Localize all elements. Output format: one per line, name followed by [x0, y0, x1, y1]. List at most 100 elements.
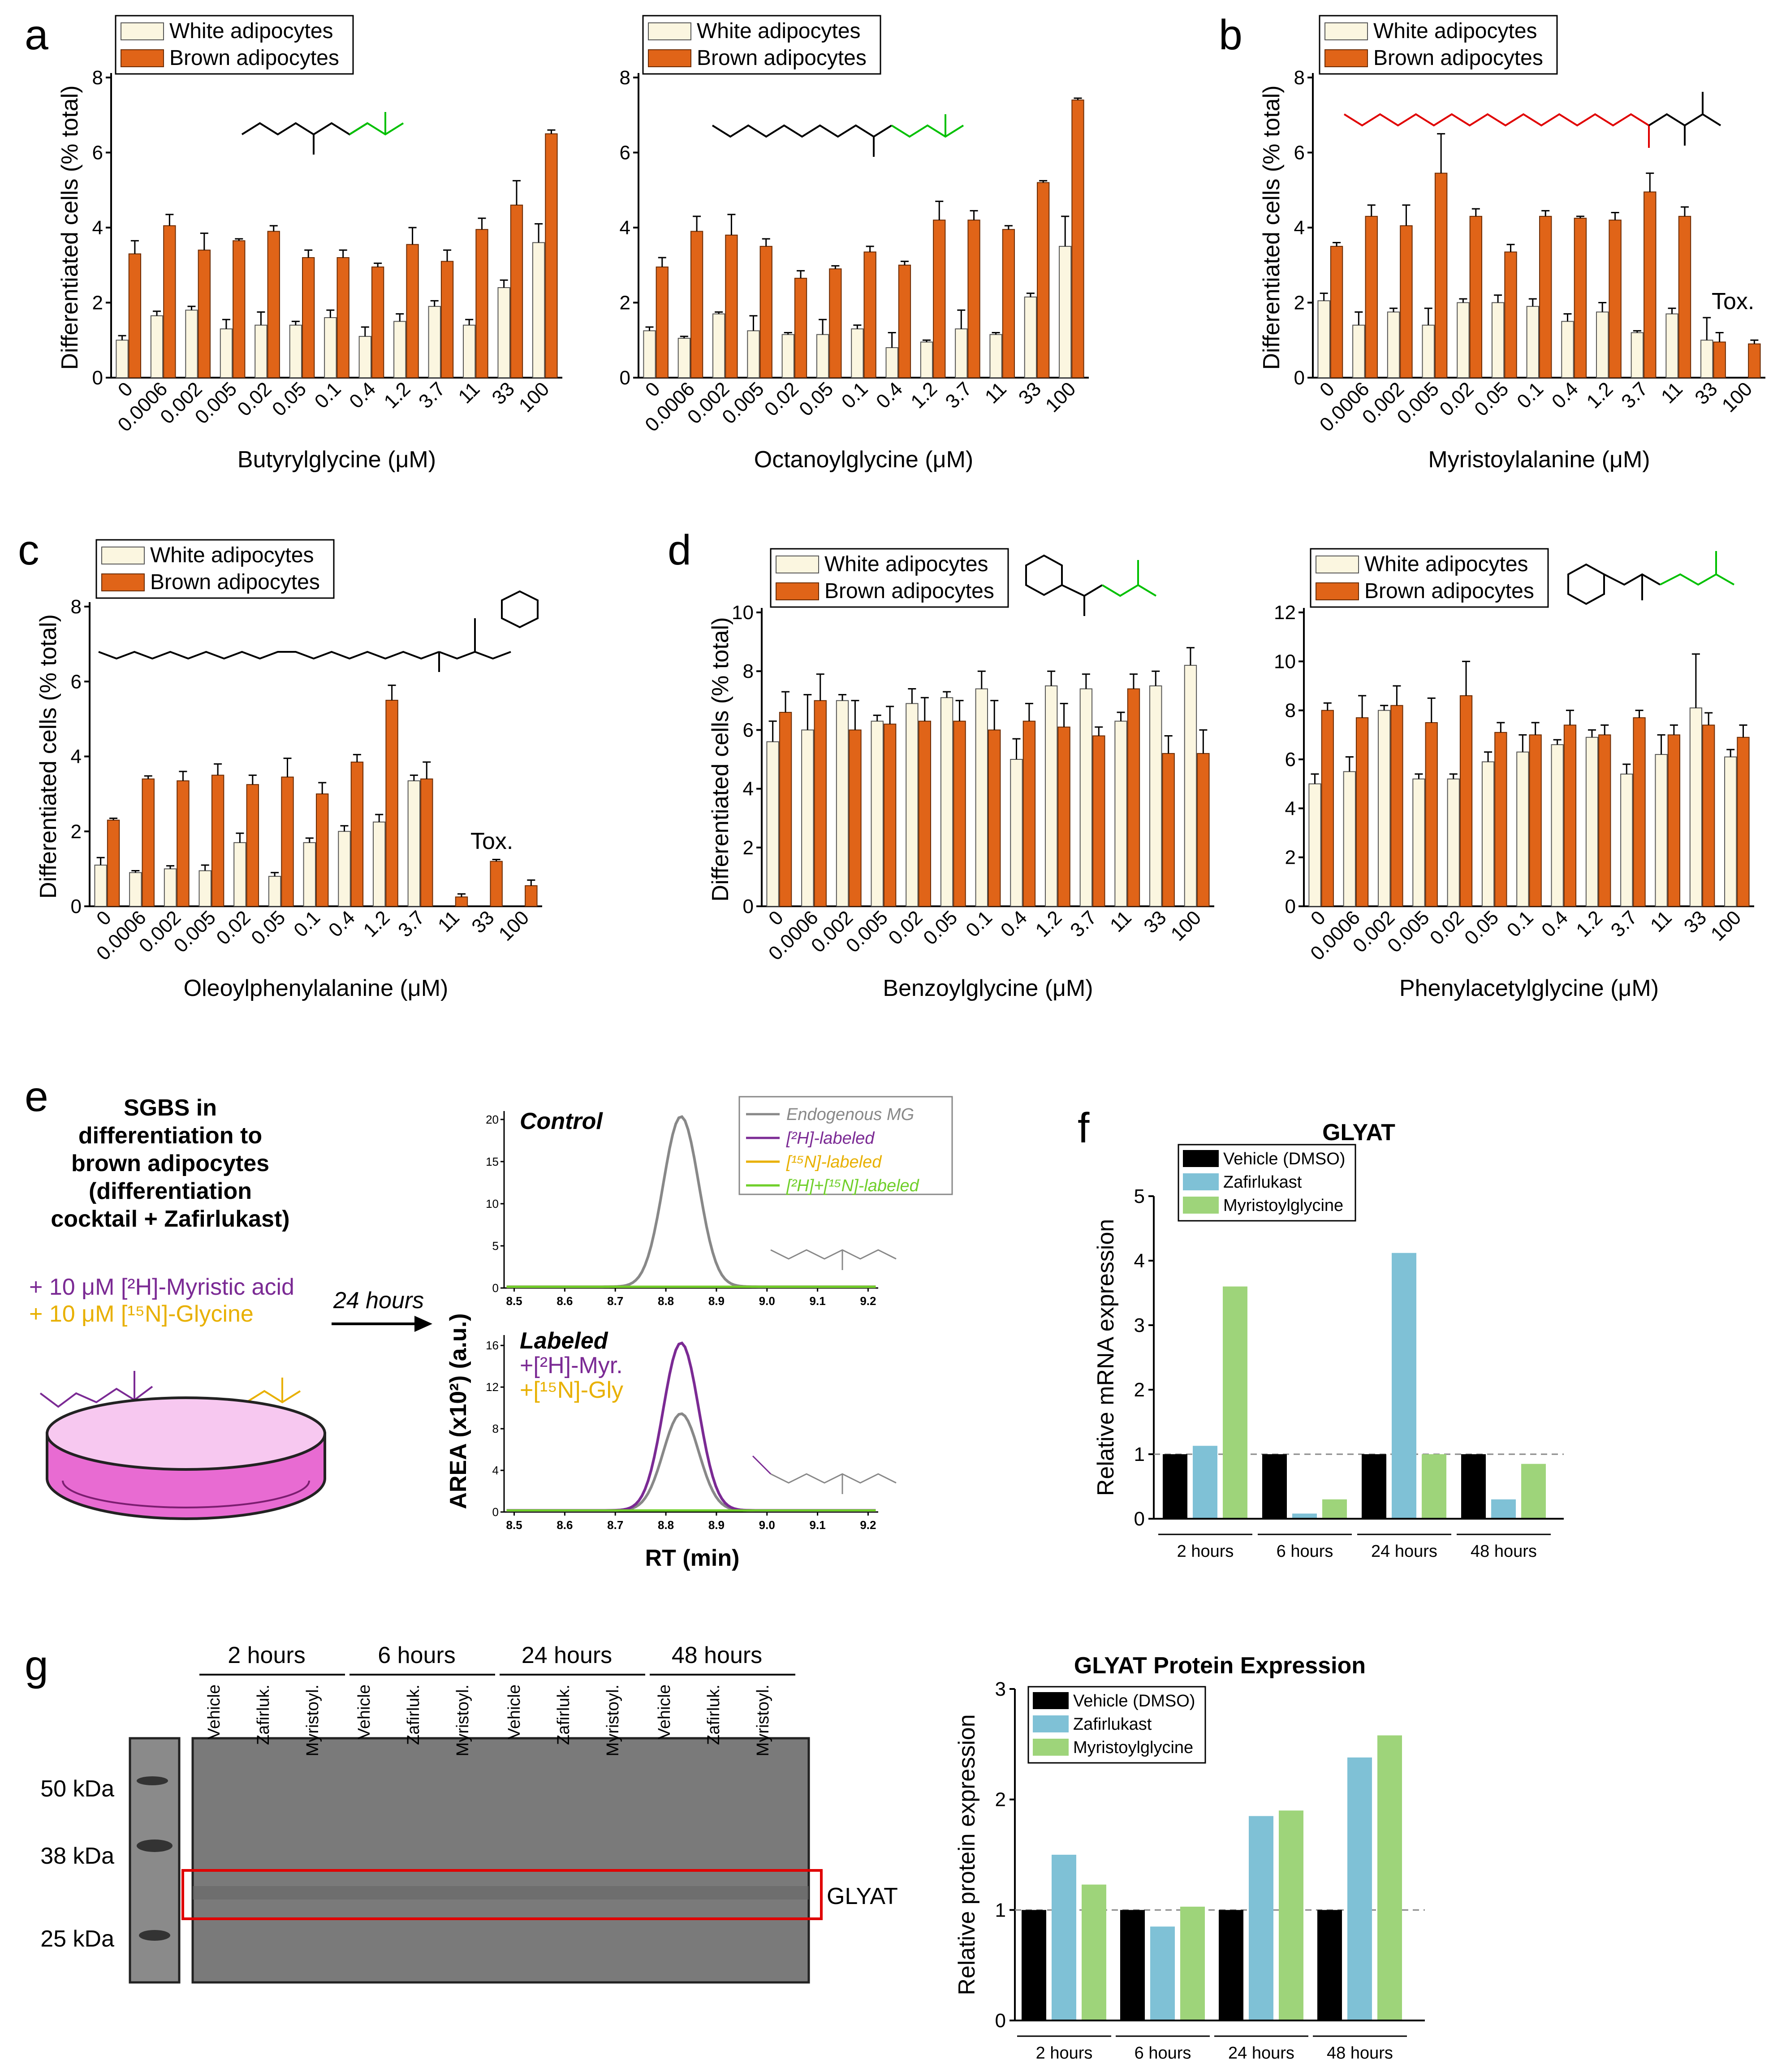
bar-vehicle: [1163, 1454, 1187, 1519]
x-tick-label: 33: [1139, 906, 1170, 937]
legend-label-brown: Brown adipocytes: [697, 46, 867, 70]
bar-white: [220, 328, 233, 378]
blot-lane-label: Vehicle: [355, 1684, 374, 1740]
y-tick-label: 0: [1285, 896, 1296, 918]
x-tick-label: 0.05: [1460, 906, 1503, 949]
y-tick-label: 2: [620, 292, 630, 314]
x-tick-label: 33: [467, 906, 498, 937]
y-tick-label: 12: [1274, 602, 1296, 624]
bar-vehicle: [1262, 1454, 1287, 1519]
y-axis-label: Differentiated cells (% total): [1259, 86, 1285, 370]
y-tick-label: 2: [1134, 1379, 1145, 1401]
legend-label-white: White adipocytes: [697, 19, 861, 43]
legend-swatch: [1033, 1739, 1069, 1756]
legend-label-white: White adipocytes: [824, 552, 988, 576]
x-tick-label: 0.4: [324, 906, 359, 941]
x-tick-label: 2 hours: [1036, 2044, 1093, 2063]
x-tick-label: 0.02: [760, 378, 803, 420]
panel-label-a: a: [25, 11, 48, 59]
x-tick-label: 11: [1106, 906, 1136, 936]
bar-brown: [1702, 724, 1715, 907]
bar-white: [816, 334, 829, 378]
blot-band-row: [193, 1886, 809, 1900]
arrow-head: [414, 1316, 432, 1332]
y-tick-label: 12: [486, 1380, 499, 1394]
x-tick-label: 1.2: [380, 378, 415, 413]
bar-white: [268, 876, 281, 907]
bar-white: [1024, 296, 1037, 378]
glyat-band-label: GLYAT: [827, 1883, 898, 1909]
legend-swatch: [1033, 1692, 1069, 1709]
legend-label: Vehicle (DMSO): [1073, 1692, 1195, 1710]
bar-white: [407, 780, 421, 907]
bar-zafirlukast: [1292, 1513, 1317, 1519]
bar-white: [1149, 685, 1162, 907]
x-tick-label: 33: [1691, 378, 1721, 409]
bar-white: [1059, 246, 1072, 378]
legend-swatch-brown: [1316, 582, 1359, 600]
x-tick-label: 11: [981, 378, 1011, 408]
bar-brown: [1494, 732, 1507, 907]
bar-brown: [829, 268, 842, 378]
x-tick-label: 3.7: [1066, 906, 1101, 941]
bar-zafirlukast: [1193, 1446, 1217, 1519]
legend-label: Zafirlukast: [1073, 1715, 1152, 1734]
bar-vehicle: [1362, 1454, 1386, 1519]
bar-myristoylglycine: [1521, 1464, 1546, 1519]
bar-white: [781, 334, 794, 378]
bar-vehicle: [1120, 1910, 1145, 2020]
x-tick-label: 48 hours: [1327, 2044, 1393, 2063]
bar-white: [975, 688, 988, 907]
x-tick-label: 0.1: [837, 378, 872, 413]
x-tick-label: 0.02: [233, 378, 276, 420]
blot-lane-label: Zafirluk.: [704, 1684, 723, 1745]
x-axis-label: Octanoylglycine (μM): [754, 447, 973, 473]
bar-brown: [1737, 737, 1750, 907]
y-tick-label: 10: [486, 1197, 499, 1210]
bar-white: [164, 868, 177, 907]
bar-brown: [336, 257, 349, 378]
panel-label-g: g: [25, 1642, 48, 1689]
bar-brown: [1529, 734, 1542, 907]
y-tick-label: 16: [486, 1339, 499, 1352]
y-tick-label: 2: [743, 837, 754, 859]
legend-swatch-brown: [101, 573, 145, 591]
marker-38: 38 kDa: [40, 1843, 114, 1869]
sgbs-line-1: SGBS in: [124, 1095, 217, 1121]
chart-lcms-control: 0 5 10 15 20 8.5 8.6 8.7 8.8 8.9 9.0 9.1 9.2: [486, 1111, 878, 1308]
x-tick-label: 100: [515, 378, 554, 417]
y-tick-label: 0: [1294, 367, 1305, 389]
bar-brown: [163, 225, 176, 378]
legend-label-brown: Brown adipocytes: [824, 579, 994, 603]
x-tick-label: 0.4: [997, 906, 1031, 941]
bar-brown: [1037, 182, 1050, 378]
x-tick-label: 3.7: [1607, 906, 1642, 941]
bar-brown: [1459, 695, 1473, 907]
structure-octanoylglycine: [712, 114, 964, 157]
bar-brown: [316, 793, 329, 907]
y-tick-label: 4: [743, 778, 754, 800]
legend-swatch: [1183, 1150, 1219, 1167]
bar-white: [303, 842, 316, 907]
y-tick-label: 0: [1134, 1508, 1145, 1530]
x-tick-label: 8.5: [506, 1294, 522, 1308]
x-tick-label: 24 hours: [1228, 2044, 1294, 2063]
x-tick-label: 100: [1167, 906, 1206, 945]
structure-oleoylphenylalanine: [98, 590, 539, 672]
bar-white: [1561, 321, 1574, 378]
bar-brown: [406, 244, 419, 378]
lcms-yaxis-label: AREA (x10²) (a.u.): [445, 1313, 471, 1509]
labeled-title: Labeled: [520, 1328, 608, 1354]
bar-white: [906, 703, 919, 907]
bar-vehicle: [1022, 1910, 1046, 2020]
legend-label: Vehicle (DMSO): [1223, 1150, 1345, 1168]
legend-swatch: [1183, 1197, 1219, 1214]
lcms-chromatograms: AREA (x10²) (a.u.) RT (min) Control Labe…: [445, 1096, 953, 1571]
bar-white: [1308, 783, 1321, 907]
marker-25: 25 kDa: [40, 1926, 114, 1952]
bar-white: [989, 334, 1002, 378]
y-tick-label: 6: [620, 142, 630, 164]
x-tick-label: 8.8: [658, 1294, 674, 1308]
